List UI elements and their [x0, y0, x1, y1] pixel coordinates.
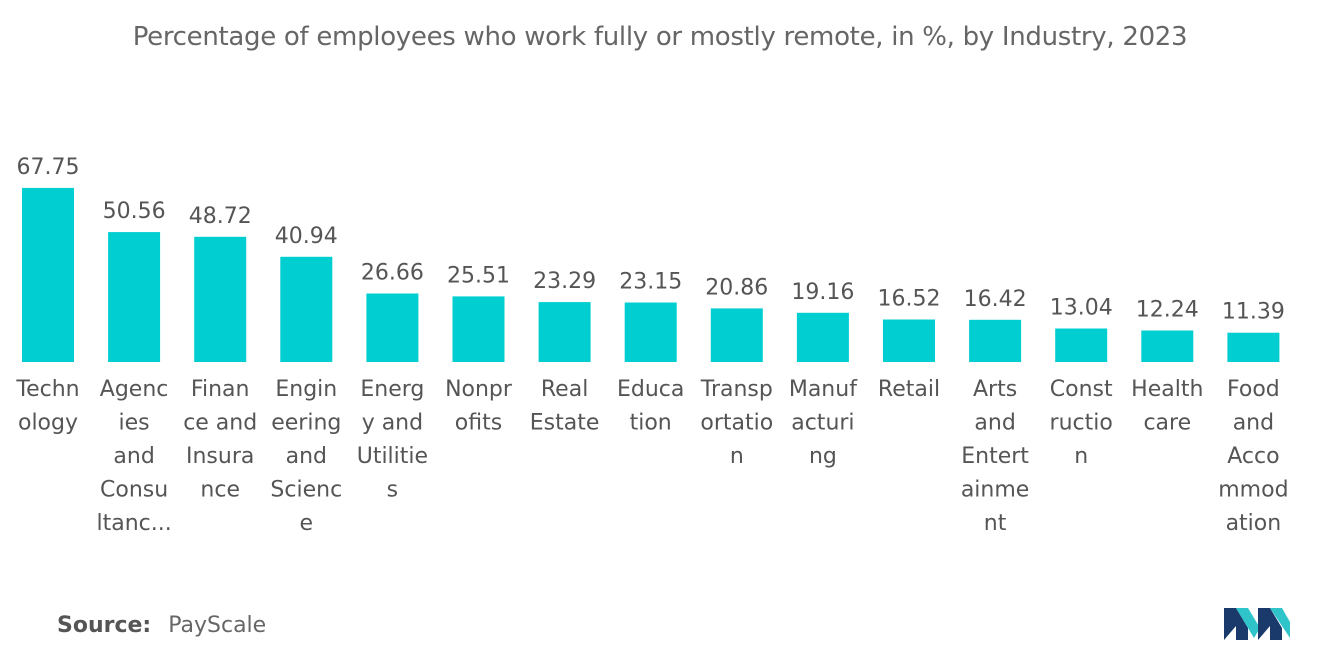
category-label: Agenc: [100, 377, 169, 402]
category-label: and: [974, 411, 1015, 436]
category-label: e: [300, 511, 314, 536]
bar-value-label: 40.94: [275, 224, 338, 249]
bar-value-label: 19.16: [791, 280, 854, 305]
category-label: Const: [1050, 377, 1113, 402]
bar: [1055, 328, 1108, 362]
bar: [452, 296, 505, 362]
source-value: PayScale: [168, 613, 267, 638]
category-label: ainme: [961, 478, 1030, 503]
bar-value-label: 20.86: [705, 275, 768, 300]
bar-value-label: 23.29: [533, 269, 596, 294]
category-label: Food: [1227, 377, 1280, 402]
bar-value-label: 48.72: [189, 204, 252, 229]
category-label: Real: [541, 377, 588, 402]
bar: [796, 312, 849, 362]
category-label: ce and: [183, 411, 257, 436]
bar: [108, 232, 161, 362]
category-label: ies: [119, 411, 150, 436]
category-label: ology: [18, 411, 78, 436]
category-label: Health: [1131, 377, 1203, 402]
brand-logo: [1224, 608, 1290, 640]
bar: [624, 302, 677, 362]
bar-value-label: 67.75: [17, 155, 80, 180]
category-label: Engin: [275, 377, 337, 402]
bar: [969, 319, 1022, 362]
logo-left-accent: [1236, 608, 1260, 638]
bar-value-label: 12.24: [1136, 298, 1199, 323]
source-label: Source:: [57, 613, 152, 638]
category-label: Energ: [360, 377, 424, 402]
bar-value-label: 25.51: [447, 263, 510, 288]
category-label: mmod: [1218, 478, 1288, 503]
category-label: Acco: [1227, 444, 1279, 469]
category-label: acturi: [791, 411, 854, 436]
category-label: s: [387, 478, 398, 503]
bar: [710, 308, 763, 362]
category-label: nce: [200, 478, 240, 503]
bar-value-label: 13.04: [1050, 296, 1113, 321]
bar-value-label: 50.56: [103, 199, 166, 224]
category-label: Educa: [617, 377, 684, 402]
bar-value-label: 16.52: [878, 287, 941, 312]
category-label: ation: [1226, 511, 1282, 536]
category-label: and: [1233, 411, 1274, 436]
bar: [366, 293, 419, 362]
chart-title: Percentage of employees who work fully o…: [132, 22, 1188, 52]
category-label: Estate: [530, 411, 600, 436]
category-label: nt: [984, 511, 1007, 536]
bar: [194, 236, 247, 362]
category-label: Finan: [191, 377, 250, 402]
category-label: Arts: [973, 377, 1017, 402]
category-label: n: [730, 444, 744, 469]
category-label: ructio: [1050, 411, 1113, 436]
logo-right-stroke: [1258, 608, 1282, 640]
category-label: Entert: [961, 444, 1029, 469]
category-label: y and: [362, 411, 423, 436]
logo-right-accent: [1270, 608, 1290, 638]
category-label: ofits: [455, 411, 502, 436]
category-label: and: [113, 444, 154, 469]
bar: [22, 187, 74, 362]
category-label: ltanc...: [96, 511, 171, 536]
category-label: Nonpr: [445, 377, 513, 402]
bar: [280, 256, 333, 362]
category-label: Utilitie: [357, 444, 428, 469]
category-label: ortatio: [700, 411, 773, 436]
category-label: n: [1074, 444, 1088, 469]
bar: [1141, 330, 1194, 362]
category-label: Consu: [100, 478, 168, 503]
category-label: ng: [809, 444, 837, 469]
bar: [538, 302, 591, 362]
category-label: Retail: [878, 377, 940, 402]
category-label: tion: [630, 411, 672, 436]
bar-value-label: 23.15: [619, 270, 682, 295]
bar-value-label: 26.66: [361, 261, 424, 286]
source-note: Source: PayScale: [57, 613, 266, 638]
category-label: eering: [271, 411, 341, 436]
bar-chart: 67.75 Techn ology 50.56 Agenc ies and Consu ltan…: [15, 155, 1288, 536]
category-label: Manuf: [789, 377, 858, 402]
bar: [1227, 332, 1280, 362]
category-label: Transp: [700, 377, 773, 402]
category-label: Scienc: [270, 478, 342, 503]
bar-value-label: 11.39: [1222, 300, 1285, 325]
bar-value-label: 16.42: [964, 287, 1027, 312]
bar: [883, 319, 935, 362]
logo-left-stroke: [1224, 608, 1248, 640]
category-label: care: [1143, 411, 1191, 436]
category-label: Insura: [186, 444, 254, 469]
category-label: Techn: [15, 377, 79, 402]
category-label: and: [286, 444, 327, 469]
